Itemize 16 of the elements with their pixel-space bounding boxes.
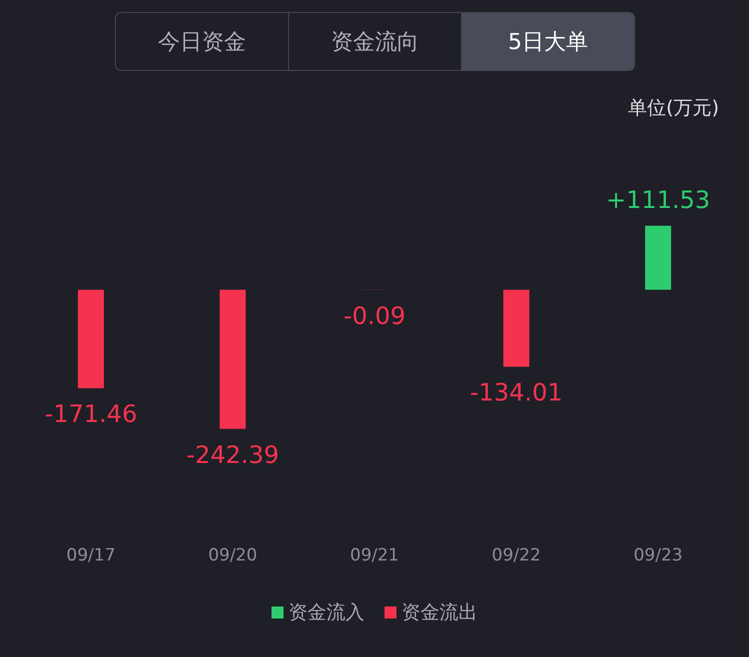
data-label: -134.01 — [470, 378, 563, 407]
text: 单位(万元) — [628, 96, 719, 121]
legend-label: 资金流入 — [288, 602, 364, 624]
text: 今日资金 — [157, 28, 247, 56]
x-tick-label: 09/17 — [66, 546, 116, 566]
x-tick-label: 09/21 — [350, 546, 399, 566]
x-tick-label: 09/23 — [634, 546, 683, 566]
data-label: +111.53 — [606, 186, 710, 214]
text: 资金流向 — [288, 13, 461, 70]
data-label: -171.46 — [44, 400, 138, 428]
text: 5日大单 — [461, 13, 634, 70]
data-label: -0.09 — [343, 302, 406, 330]
data-label: -242.39 — [186, 440, 280, 469]
x-tick-label: 09/22 — [492, 546, 541, 566]
legend-label: 资金流出 — [402, 602, 478, 624]
x-tick-label: 09/20 — [208, 546, 258, 566]
